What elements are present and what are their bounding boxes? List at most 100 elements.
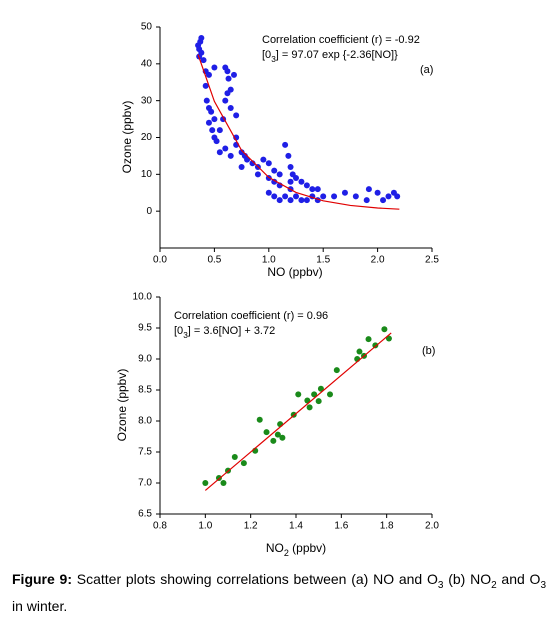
x-tick-label: 1.5 [316,255,330,266]
point [374,189,381,196]
point [394,193,401,200]
point [198,35,205,42]
fit-line [204,332,392,491]
point [315,398,322,405]
x-tick-label: 1.2 [244,521,258,532]
point [227,105,234,112]
point [385,335,392,342]
point [341,189,348,196]
point [331,193,338,200]
point [314,186,321,193]
point [271,167,278,174]
point [227,152,234,159]
point [352,193,359,200]
text-part: ] = 97.07 exp {-2.36[NO]} [276,49,398,61]
caption-text: Scatter plots showing correlations betwe… [12,571,546,614]
fit-line [197,54,400,210]
point [295,391,302,398]
annotation: [03] = 97.07 exp {-2.36[NO]} [262,49,398,64]
x-axis-title: NO (ppbv) [267,265,322,279]
point [279,434,286,441]
point [254,171,261,178]
point [372,342,379,349]
x-tick-label: 1.8 [380,521,394,532]
y-tick-label: 30 [141,95,153,106]
x-tick-label: 2.5 [425,255,439,266]
text-part: Scatter plots showing correlations betwe… [72,571,438,587]
x-tick-label: 2.0 [425,521,439,532]
point [265,189,272,196]
point [203,97,210,104]
point [265,160,272,167]
x-tick-label: 1.0 [262,255,276,266]
point [293,175,299,182]
y-tick-label: 20 [141,132,153,143]
y-axis-title: Ozone (ppbv) [120,101,134,174]
text-part: [0 [262,49,271,61]
point [333,367,340,374]
point [222,97,229,104]
point [317,385,324,392]
x-tick-label: 0.0 [153,255,167,266]
point [277,421,284,428]
point [365,186,372,193]
text-part: in winter. [12,597,68,614]
text-part: [0 [174,325,183,337]
y-axis-title: Ozone (ppbv) [115,369,129,442]
x-tick-label: 0.8 [153,521,167,532]
y-tick-label: 50 [141,22,153,33]
y-tick-label: 7.0 [138,478,152,489]
chart: 0.0 0.5 1.0 1.5 2.0 2.5 0 10 20 30 40 50 NO (ppbv) Oz… [120,22,439,280]
point [230,71,237,78]
point [256,416,263,423]
y-tick-label: 0 [146,206,152,217]
point [260,156,267,163]
point [287,178,294,185]
point [276,197,283,204]
point [276,171,283,178]
point [205,119,212,126]
y-tick-label: 6.5 [138,509,152,520]
point [285,152,292,159]
point [205,71,212,78]
point [282,193,289,200]
point [298,178,305,185]
point [356,348,363,355]
annotation: Correlation coefficient (r) = -0.92 [262,34,420,46]
y-tick-label: 10 [141,169,153,180]
point [298,197,305,204]
point [287,197,294,204]
point [381,326,388,333]
caption: Figure 9: Scatter plots showing correlat… [12,569,546,617]
point [303,182,310,189]
subscript: 2 [284,548,289,558]
point [365,336,372,343]
subscript: 3 [271,55,276,64]
point [385,193,392,200]
y-tick-label: 40 [141,58,153,69]
point [309,186,316,193]
point [287,163,294,170]
point [320,193,327,200]
point [231,453,238,460]
point [327,391,333,398]
subscript: 3 [540,579,547,591]
chart: 0.8 1.0 1.2 1.4 1.6 1.8 2.0 6.5 7.0 7.5 8.0 8.5 9.0 9… [115,292,439,559]
point [220,480,227,486]
subscript: 2 [491,579,497,591]
point [202,82,209,89]
point [293,193,299,200]
point [224,68,231,75]
point [238,163,245,170]
point [208,108,215,115]
point [213,138,220,145]
subscript: 3 [437,579,444,591]
x-tick-label: 1.0 [198,521,212,532]
subscript: 3 [183,331,188,340]
point [233,112,240,119]
point [211,64,218,71]
caption-label: Figure 9: [12,571,72,587]
y-tick-label: 7.5 [138,447,152,458]
point [363,197,370,204]
